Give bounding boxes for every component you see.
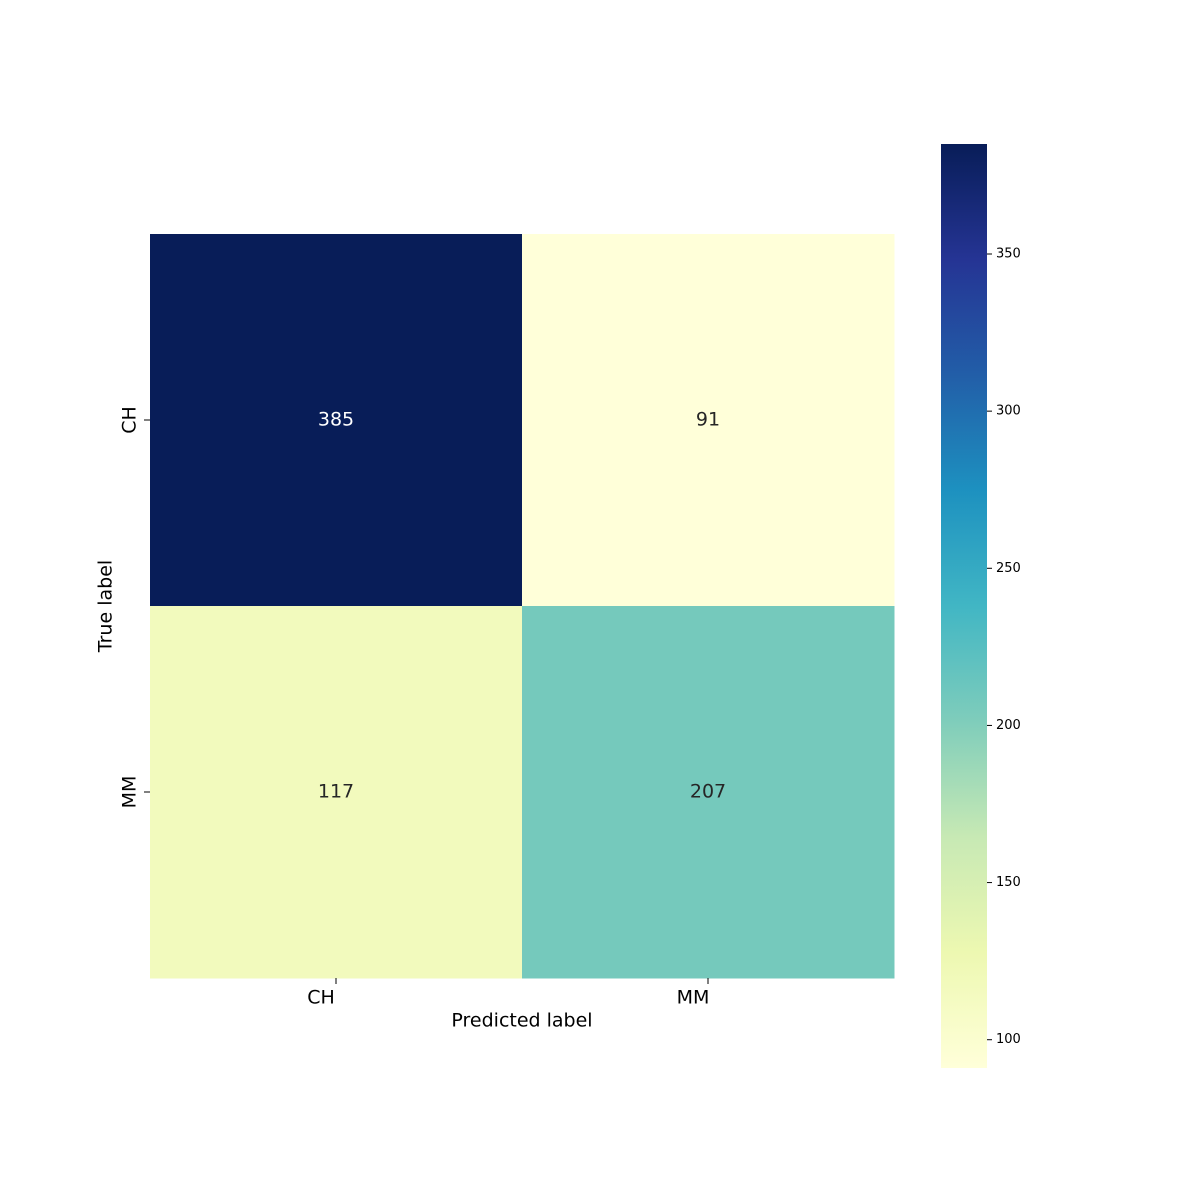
colorbar-tick-label: 350 [996, 247, 1021, 262]
y-tick-label: CH [119, 406, 141, 434]
cell-label: 385 [318, 409, 354, 431]
colorbar [941, 144, 987, 1068]
x-tick-label: CH [307, 987, 335, 1009]
heatmap-cell [150, 606, 523, 979]
x-tick-label: MM [677, 987, 710, 1009]
y-tick-label: MM [119, 776, 141, 809]
colorbar-tick-label: 200 [996, 718, 1021, 733]
colorbar-tick-label: 250 [996, 561, 1021, 576]
cell-label: 117 [318, 781, 354, 803]
heatmap-cell [150, 234, 523, 607]
cell-label: 91 [696, 409, 720, 431]
colorbar-tick-label: 150 [996, 875, 1021, 890]
colorbar-tick-label: 300 [996, 404, 1021, 419]
y-axis-label: True label [95, 560, 117, 653]
heatmap-cell [522, 234, 895, 607]
x-axis-label: Predicted label [451, 1010, 592, 1032]
colorbar-tick-label: 100 [996, 1032, 1021, 1047]
cell-label: 207 [690, 781, 726, 803]
heatmap-cell [522, 606, 895, 979]
